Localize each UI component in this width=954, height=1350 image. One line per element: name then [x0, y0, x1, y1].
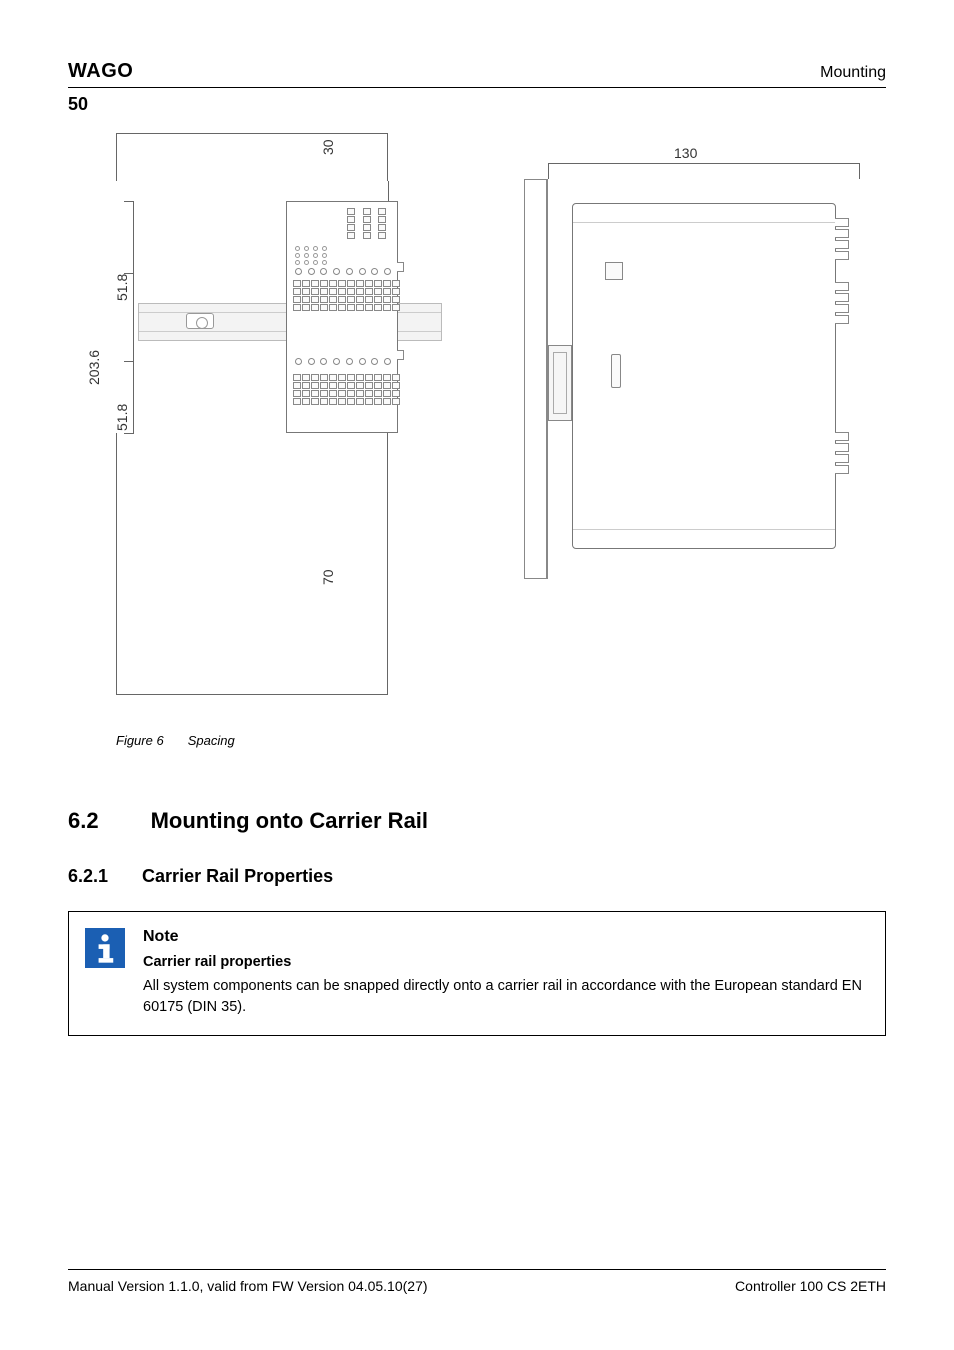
brand-label: WAGO	[68, 60, 133, 83]
port-icon	[611, 354, 621, 388]
figure-caption-text: Spacing	[188, 733, 235, 748]
device-front	[286, 201, 398, 433]
terminal-block	[293, 374, 339, 405]
figure-area: 30 70 203.6 51.8 51.8	[68, 133, 886, 723]
info-note-box: Note Carrier rail properties All system …	[68, 911, 886, 1036]
din-rail-side	[548, 345, 572, 421]
dim-extension	[388, 181, 389, 201]
terminal-block	[347, 280, 393, 311]
connector-stack	[835, 432, 849, 474]
terminal-block	[347, 374, 393, 405]
page-footer: Manual Version 1.1.0, valid from FW Vers…	[68, 1269, 886, 1294]
terminal-holes	[295, 268, 391, 275]
dim-bracket-top	[116, 133, 388, 181]
connector-stack	[835, 218, 849, 260]
front-view-drawing: 30 70 203.6 51.8 51.8	[116, 133, 466, 693]
page: WAGO Mounting 50 30 70 203.6 51.8 51.8	[0, 0, 954, 1350]
rail-screw-icon	[186, 313, 214, 329]
footer-left: Manual Version 1.1.0, valid from FW Vers…	[68, 1278, 428, 1294]
note-sub: Carrier rail properties	[143, 952, 869, 972]
dim-half-a: 51.8	[114, 274, 130, 301]
page-title: Mounting	[820, 64, 886, 82]
dim-depth-line	[548, 163, 860, 179]
terminal-holes	[295, 358, 391, 365]
page-header: WAGO Mounting	[68, 60, 886, 88]
figure-caption: Figure 6 Spacing	[116, 733, 886, 748]
heading-number: 6.2.1	[68, 866, 108, 887]
dim-top-clearance: 30	[320, 139, 336, 155]
heading-text: Mounting onto Carrier Rail	[151, 808, 428, 834]
dim-bottom-clearance: 70	[320, 569, 336, 585]
device-side	[572, 203, 836, 549]
side-notch	[397, 350, 404, 360]
info-icon	[85, 928, 125, 968]
led-block	[295, 246, 329, 265]
side-view-drawing: 130	[524, 163, 884, 603]
dim-half-b: 51.8	[114, 404, 130, 431]
figure-label: Figure 6	[116, 733, 164, 748]
side-notch	[397, 262, 404, 272]
terminal-block	[293, 280, 339, 311]
heading-number: 6.2	[68, 808, 99, 834]
mounting-panel	[524, 179, 548, 579]
terminal-block	[347, 208, 393, 239]
port-icon	[605, 262, 623, 280]
heading-level-2: 6.2 Mounting onto Carrier Rail	[68, 808, 886, 834]
info-text: Note Carrier rail properties All system …	[143, 928, 869, 1017]
info-glyph-icon	[94, 933, 116, 963]
section-number: 50	[68, 94, 886, 115]
heading-text: Carrier Rail Properties	[142, 866, 333, 887]
connector-stack	[835, 282, 849, 324]
footer-right: Controller 100 CS 2ETH	[735, 1278, 886, 1294]
dim-depth: 130	[674, 145, 697, 161]
heading-level-3: 6.2.1 Carrier Rail Properties	[68, 866, 886, 887]
note-body: All system components can be snapped dir…	[143, 976, 869, 1017]
note-title: Note	[143, 928, 869, 946]
dim-total-height: 203.6	[86, 350, 102, 385]
dim-bracket-bottom	[116, 433, 388, 695]
